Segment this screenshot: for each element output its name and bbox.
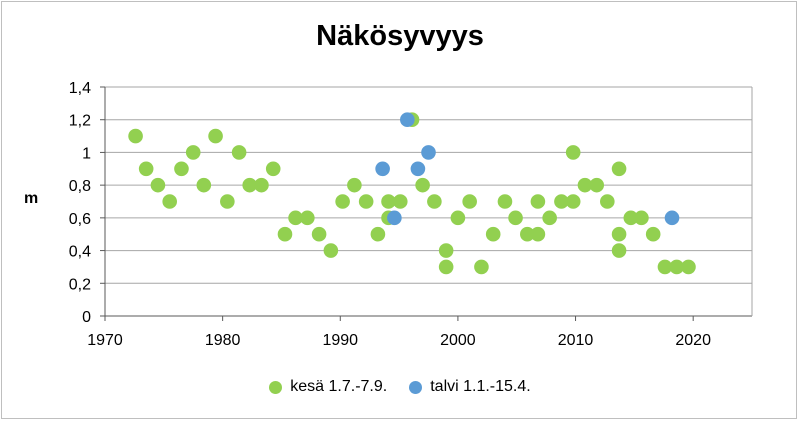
data-point-summer [150,177,166,193]
data-point-summer [265,161,281,177]
data-point-summer [589,177,605,193]
data-point-summer [611,161,627,177]
data-point-summer [530,226,546,242]
legend-label-summer: kesä 1.7.-7.9. [290,378,388,395]
data-point-summer [438,243,454,258]
data-point-summer [623,210,639,226]
data-point-winter [664,210,680,226]
chart-title: Näkösyvyys [316,20,484,52]
data-point-winter [387,210,402,226]
data-point-summer [277,226,293,242]
legend-marker-winter [409,380,423,394]
x-tick-label: 2010 [558,332,594,349]
data-point-winter [375,161,390,177]
data-point-summer [645,226,661,242]
data-point-winter [410,161,426,177]
y-tick-label: 1,2 [69,113,91,130]
data-point-summer [254,177,269,193]
y-tick-label: 1 [82,145,91,162]
data-point-summer [196,177,212,193]
data-point-summer [231,145,247,160]
data-point-winter [421,145,436,160]
data-point-summer [242,177,257,193]
x-tick-label: 2000 [440,332,476,349]
data-point-summer [485,226,501,242]
data-point-summer [138,161,154,177]
data-point-summer [427,194,442,209]
data-point-summer [381,194,396,209]
data-point-summer [681,259,696,275]
x-tick-label: 1990 [322,332,358,349]
data-point-summer [508,210,523,226]
data-point-summer [554,194,569,209]
legend-label-winter: talvi 1.1.-15.4. [430,378,531,395]
legend-item-summer: kesä 1.7.-7.9. [269,378,387,396]
data-point-summer [208,128,223,144]
data-point-summer [174,161,189,177]
data-point-winter [400,112,415,128]
y-tick-label: 0,4 [69,244,91,261]
data-point-summer [162,194,177,209]
x-tick-label: 2020 [675,332,711,349]
y-tick-label: 0,6 [69,211,91,228]
data-point-summer [335,194,350,209]
legend: kesä 1.7.-7.9. talvi 1.1.-15.4. [0,378,800,396]
data-point-summer [657,259,673,275]
data-point-summer [220,194,235,209]
data-point-summer [311,226,327,242]
data-point-summer [577,177,593,193]
x-tick-label: 1970 [87,332,123,349]
data-point-summer [497,194,513,209]
data-point-summer [347,177,362,193]
legend-marker-summer [269,380,283,394]
data-point-summer [669,259,685,275]
legend-item-winter: talvi 1.1.-15.4. [409,378,531,396]
data-point-summer [438,259,454,275]
x-tick-label: 1980 [205,332,241,349]
y-axis-label: m [24,190,39,207]
y-tick-label: 1,4 [69,80,91,97]
y-tick-label: 0,2 [69,276,91,293]
data-point-summer [565,145,581,160]
data-point-summer [370,226,386,242]
data-point-summer [462,194,477,209]
data-point-summer [288,210,303,226]
data-point-summer [600,194,615,209]
data-point-summer [542,210,557,226]
y-tick-label: 0 [82,309,91,326]
data-point-summer [520,226,535,242]
data-point-summer [358,194,374,209]
data-point-summer [530,194,546,209]
y-tick-label: 0,8 [69,178,91,195]
data-point-summer [450,210,466,226]
data-point-summer [415,177,430,193]
data-point-summer [611,243,627,258]
data-point-summer [300,210,315,226]
data-point-summer [185,145,201,160]
data-point-summer [611,226,627,242]
data-point-summer [392,194,408,209]
data-point-summer [128,128,143,144]
data-point-summer [474,259,489,275]
data-point-summer [323,243,339,258]
data-point-summer [565,194,581,209]
data-point-summer [634,210,649,226]
